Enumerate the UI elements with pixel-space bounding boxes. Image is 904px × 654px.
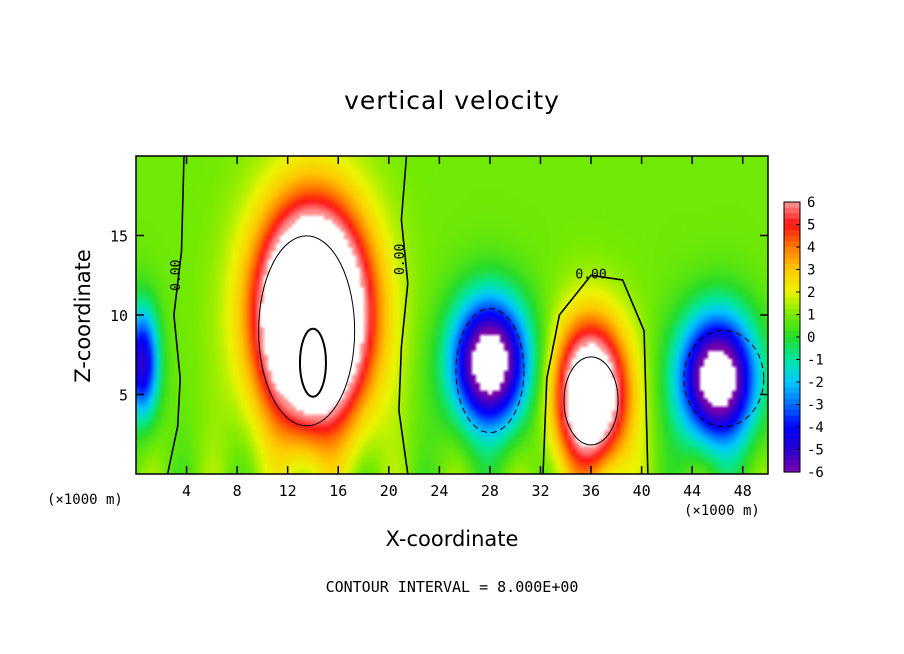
x-tick-label: 16 — [329, 482, 347, 500]
colorbar-tick-label: 5 — [807, 218, 815, 234]
colorbar-band — [784, 342, 800, 349]
colorbar-band — [784, 421, 800, 428]
colorbar-band — [784, 303, 800, 310]
colorbar-tick-label: -1 — [807, 353, 824, 369]
colorbar-band — [784, 348, 800, 355]
colorbar-band — [784, 280, 800, 287]
colorbar-band — [784, 398, 800, 406]
chart-title: vertical velocity — [344, 86, 560, 115]
x-tick-label: 40 — [633, 482, 651, 500]
colorbar-band — [784, 331, 800, 338]
colorbar-tick-label: -4 — [807, 420, 824, 436]
colorbar-band — [784, 275, 800, 282]
colorbar-band — [784, 387, 800, 394]
updraft-core-contour — [298, 327, 327, 398]
x-tick-label: 48 — [734, 482, 752, 500]
x-unit-label-left: (×1000 m) — [47, 492, 123, 508]
x-tick-label: 24 — [430, 482, 448, 500]
x-tick-label: 20 — [380, 482, 398, 500]
x-tick-label: 28 — [481, 482, 499, 500]
colorbar-tick-label: -5 — [807, 443, 824, 459]
colorbar-band — [784, 376, 800, 383]
colorbar-band — [784, 252, 800, 259]
colorbar-band — [784, 466, 800, 473]
colorbar-band — [784, 449, 800, 456]
colorbar-band — [784, 241, 800, 248]
colorbar-band — [784, 438, 800, 445]
colorbar-tick-label: 4 — [807, 240, 815, 256]
colorbar-band — [784, 269, 800, 276]
colorbar-band — [784, 258, 800, 265]
zero-contour-line — [166, 155, 185, 475]
colorbar-tick-label: 1 — [807, 308, 815, 324]
colorbar-band — [784, 427, 800, 434]
colorbar-band — [784, 247, 800, 254]
colorbar-tick-label: 6 — [807, 195, 815, 211]
colorbar-tick-label: -6 — [807, 465, 824, 481]
zero-contour-line — [542, 274, 649, 475]
colorbar-band — [784, 460, 800, 467]
colorbar-band — [784, 308, 800, 316]
x-axis-label: X-coordinate — [385, 527, 519, 551]
colorbar-band — [784, 393, 800, 400]
colorbar-band — [784, 230, 800, 237]
colorbar-band — [784, 365, 800, 372]
colorbar-tick-label: -2 — [807, 375, 824, 391]
colorbar-tick-label: 0 — [807, 330, 815, 346]
heatmap-field — [136, 156, 768, 474]
colorbar-band — [784, 292, 800, 299]
colorbar-band — [784, 337, 800, 344]
colorbar-band — [784, 320, 800, 327]
colorbar-band — [784, 235, 800, 242]
colorbar-band — [784, 263, 800, 271]
y-tick-label: 10 — [110, 307, 128, 325]
x-tick-label: 44 — [683, 482, 701, 500]
x-tick-label: 32 — [531, 482, 549, 500]
x-unit-label-right: (×1000 m) — [684, 503, 760, 519]
updraft-contour — [563, 356, 619, 446]
contour-label: 0.00 — [169, 260, 184, 291]
contour-label: 0.00 — [393, 244, 408, 275]
colorbar-band — [784, 410, 800, 417]
colorbar-band — [784, 314, 800, 321]
colorbar-tick-label: 2 — [807, 285, 815, 301]
colorbar-band — [784, 202, 800, 209]
colorbar-band — [784, 286, 800, 293]
colorbar-band — [784, 404, 800, 411]
x-tick-label: 4 — [182, 482, 191, 500]
y-tick-label: 5 — [119, 387, 128, 405]
x-tick-label: 12 — [279, 482, 297, 500]
colorbar-band — [784, 207, 800, 214]
colorbar-band — [784, 353, 800, 361]
downdraft-contour — [455, 308, 525, 434]
colorbar-band — [784, 213, 800, 220]
zero-contour-line — [398, 155, 409, 475]
x-tick-label: 8 — [233, 482, 242, 500]
colorbar-band — [784, 432, 800, 439]
y-tick-label: 15 — [110, 228, 128, 246]
colorbar-band — [784, 455, 800, 462]
x-tick-label: 36 — [582, 482, 600, 500]
colorbar-band — [784, 297, 800, 304]
colorbar-band — [784, 443, 800, 451]
contour-label: 0.00 — [575, 267, 606, 282]
colorbar-band — [784, 415, 800, 422]
colorbar-band — [784, 325, 800, 332]
colorbar-band — [784, 224, 800, 231]
contour-interval-note: CONTOUR INTERVAL = 8.000E+00 — [325, 578, 579, 596]
colorbar-band — [784, 370, 800, 377]
colorbar-band — [784, 218, 800, 226]
downdraft-contour — [683, 330, 765, 428]
colorbar-band — [784, 359, 800, 366]
updraft-contour — [258, 235, 356, 427]
colorbar-tick-label: 3 — [807, 263, 815, 279]
colorbar-tick-label: -3 — [807, 398, 824, 414]
colorbar-band — [784, 382, 800, 389]
